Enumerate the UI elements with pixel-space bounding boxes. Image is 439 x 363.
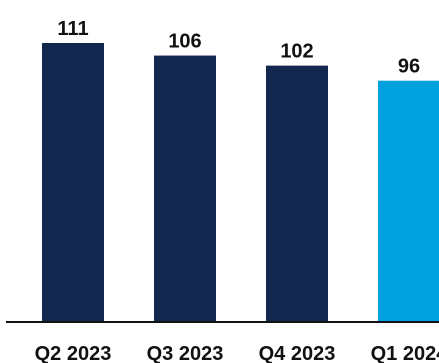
bar-q2-2023 (42, 43, 104, 322)
x-tick-label: Q2 2023 (35, 343, 112, 363)
x-tick-label: Q3 2023 (147, 343, 224, 363)
data-label: 106 (168, 31, 201, 53)
bar-q1-2024 (378, 80, 439, 323)
data-label: 96 (398, 56, 420, 78)
bar-q3-2023 (154, 55, 216, 322)
data-label: 102 (280, 41, 313, 63)
data-label: 111 (57, 18, 88, 40)
x-tick-label: Q4 2023 (259, 343, 336, 363)
bar-q4-2023 (266, 65, 328, 323)
x-tick-label: Q1 2024 (371, 343, 439, 363)
